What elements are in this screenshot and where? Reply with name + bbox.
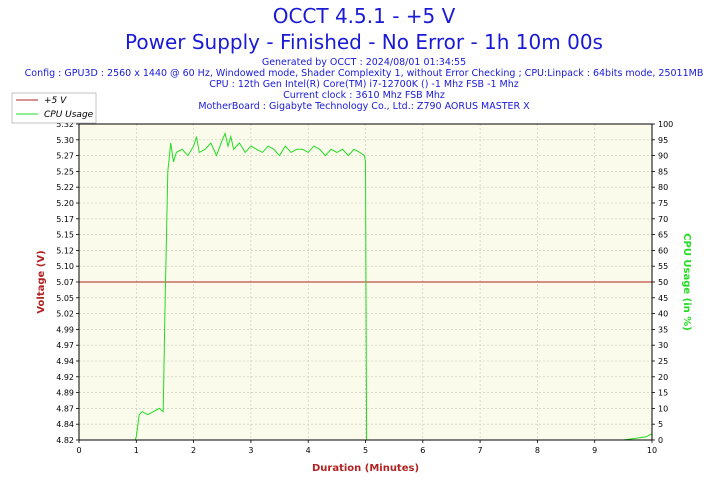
- y-left-tick-label: 4.99: [56, 325, 74, 334]
- y-right-tick-label: 65: [658, 231, 668, 240]
- y-right-tick-label: 35: [658, 325, 668, 334]
- info-config: Config : GPU3D : 2560 x 1440 @ 60 Hz, Wi…: [24, 68, 704, 79]
- y-left-tick-label: 5.20: [56, 199, 74, 208]
- y-right-tick-label: 5: [658, 420, 663, 429]
- legend-label-voltage: +5 V: [44, 96, 67, 106]
- y-right-tick-label: 90: [658, 152, 668, 161]
- y-right-tick-label: 100: [658, 120, 673, 129]
- y-right-tick-label: 10: [658, 404, 668, 413]
- x-axis-label: Duration (Minutes): [312, 463, 419, 474]
- y-left-tick-label: 5.32: [56, 120, 74, 129]
- y-left-tick-label: 4.92: [56, 373, 74, 382]
- y-left-tick-label: 5.22: [56, 183, 74, 192]
- plot-border: [78, 123, 653, 441]
- x-tick-label: 0: [76, 446, 81, 455]
- x-tick-label: 6: [420, 446, 425, 455]
- info-motherboard: MotherBoard : Gigabyte Technology Co., L…: [198, 101, 530, 112]
- x-tick-label: 10: [647, 446, 657, 455]
- x-tick-label: 8: [535, 446, 540, 455]
- legend: +5 V CPU Usage: [11, 92, 97, 124]
- axis-ticks: 4.82 04.84 54.87 104.89 154.92 204.94 254.97 30…: [56, 120, 673, 455]
- y-left-tick-label: 5.12: [56, 246, 74, 255]
- y-right-tick-label: 30: [658, 341, 668, 350]
- x-tick-label: 2: [191, 446, 196, 455]
- x-tick-label: 4: [306, 446, 311, 455]
- x-tick-label: 3: [248, 446, 253, 455]
- info-generated: Generated by OCCT : 2024/08/01 01:34:55: [261, 57, 467, 68]
- y-left-tick-label: 5.10: [56, 262, 74, 271]
- info-clock: Current clock : 3610 Mhz FSB Mhz: [283, 90, 445, 101]
- y-left-tick-label: 5.02: [56, 310, 74, 319]
- y-right-tick-label: 40: [658, 310, 668, 319]
- y-axis-left-label: Voltage (V): [36, 250, 47, 313]
- y-left-tick-label: 5.25: [56, 167, 74, 176]
- y-right-tick-label: 70: [658, 215, 668, 224]
- y-left-tick-label: 4.82: [56, 436, 74, 445]
- chart-subtitle: Power Supply - Finished - No Error - 1h …: [125, 30, 603, 54]
- y-right-tick-label: 50: [658, 278, 668, 287]
- legend-label-cpu: CPU Usage: [44, 110, 94, 120]
- y-right-tick-label: 20: [658, 373, 668, 382]
- y-left-tick-label: 5.15: [56, 231, 74, 240]
- y-left-tick-label: 4.87: [56, 404, 74, 413]
- y-right-tick-label: 15: [658, 389, 668, 398]
- y-right-tick-label: 25: [658, 357, 668, 366]
- y-left-tick-label: 5.07: [56, 278, 74, 287]
- y-right-tick-label: 0: [658, 436, 663, 445]
- y-left-tick-label: 5.27: [56, 152, 74, 161]
- y-right-tick-label: 80: [658, 183, 668, 192]
- x-tick-label: 9: [592, 446, 597, 455]
- y-right-tick-label: 95: [658, 136, 668, 145]
- y-left-tick-label: 4.89: [56, 389, 74, 398]
- chart-title: OCCT 4.5.1 - +5 V: [272, 4, 456, 28]
- y-right-tick-label: 55: [658, 262, 668, 271]
- x-tick-label: 5: [363, 446, 368, 455]
- legend-box: [11, 92, 97, 124]
- y-left-tick-label: 5.05: [56, 294, 74, 303]
- x-tick-label: 1: [134, 446, 139, 455]
- y-left-tick-label: 5.30: [56, 136, 74, 145]
- y-left-tick-label: 4.97: [56, 341, 74, 350]
- y-right-tick-label: 75: [658, 199, 668, 208]
- y-right-tick-label: 85: [658, 167, 668, 176]
- y-right-tick-label: 60: [658, 246, 668, 255]
- y-left-tick-label: 4.94: [56, 357, 74, 366]
- x-tick-label: 7: [478, 446, 483, 455]
- y-left-tick-label: 5.17: [56, 215, 74, 224]
- y-axis-right-label: CPU Usage (in %): [681, 233, 692, 331]
- y-left-tick-label: 4.84: [56, 420, 74, 429]
- info-cpu: CPU : 12th Gen Intel(R) Core(TM) i7-1270…: [209, 79, 519, 90]
- y-right-tick-label: 45: [658, 294, 668, 303]
